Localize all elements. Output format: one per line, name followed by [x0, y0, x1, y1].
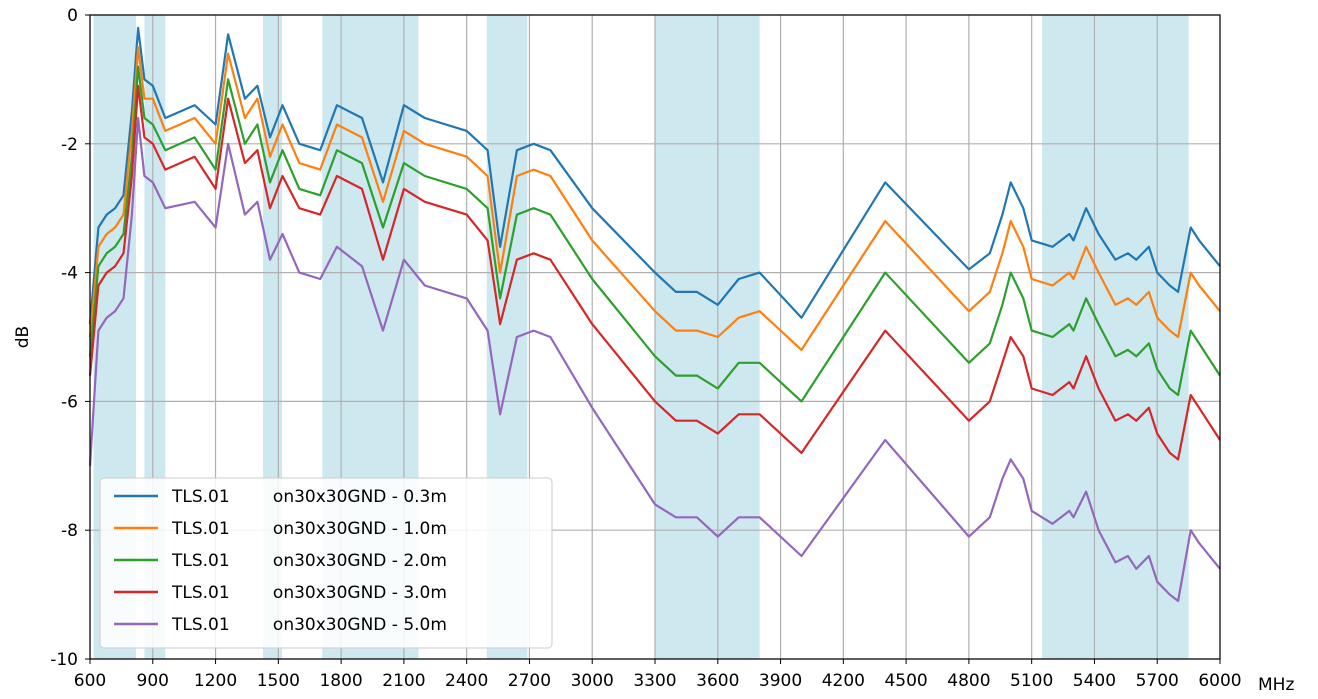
x-tick-label: 2100: [382, 671, 425, 691]
x-tick-label: 2400: [445, 671, 488, 691]
legend-entry: TLS.01 on30x30GND - 2.0m: [171, 551, 447, 571]
x-tick-label: 4200: [822, 671, 865, 691]
x-tick-label: 3300: [633, 671, 676, 691]
legend: TLS.01 on30x30GND - 0.3m TLS.01 on30x30GN…: [99, 477, 553, 649]
x-tick-label: 6000: [1198, 671, 1241, 691]
y-axis-ticks: 0 -2 -4 -6 -8 -10: [50, 6, 90, 670]
x-tick-label: 3000: [571, 671, 614, 691]
x-tick-label: 5400: [1073, 671, 1116, 691]
series-line: [88, 84, 1221, 461]
legend-box: [99, 477, 553, 649]
x-tick-label: 4500: [884, 671, 927, 691]
x-tick-label: 1500: [257, 671, 300, 691]
y-tick-label: -2: [61, 135, 78, 155]
shaded-band: [655, 15, 760, 659]
x-tick-label: 4800: [947, 671, 990, 691]
x-tick-label: 1800: [319, 671, 362, 691]
y-axis-label: dB: [13, 326, 33, 348]
legend-entry: TLS.01 on30x30GND - 5.0m: [171, 615, 447, 635]
legend-entry: TLS.01 on30x30GND - 1.0m: [171, 519, 447, 539]
x-tick-label: 900: [137, 671, 169, 691]
x-tick-label: 5700: [1136, 671, 1179, 691]
x-tick-label: 1200: [194, 671, 237, 691]
series-line: [88, 26, 1221, 325]
series-line: [88, 46, 1221, 351]
y-tick-label: -4: [61, 264, 78, 284]
y-tick-label: -10: [50, 650, 78, 670]
y-tick-label: 0: [67, 6, 78, 26]
y-tick-label: -8: [61, 521, 78, 541]
series-line: [88, 116, 1221, 603]
legend-entry: TLS.01 on30x30GND - 3.0m: [171, 583, 447, 603]
x-tick-label: 5100: [1010, 671, 1053, 691]
x-tick-label: 3600: [696, 671, 739, 691]
series-lines: [88, 26, 1221, 603]
x-tick-label: 2700: [508, 671, 551, 691]
series-line: [88, 65, 1221, 403]
x-axis-ticks: 600 900 1200 1500 1800 2100 2400 2700 3000 3300 36…: [74, 659, 1242, 691]
shaded-band: [1042, 15, 1189, 659]
x-tick-label: 600: [74, 671, 106, 691]
y-tick-label: -6: [61, 392, 78, 412]
legend-entry: TLS.01 on30x30GND - 0.3m: [171, 487, 447, 507]
x-tick-label: 3900: [759, 671, 802, 691]
x-axis-unit: MHz: [1258, 675, 1294, 695]
